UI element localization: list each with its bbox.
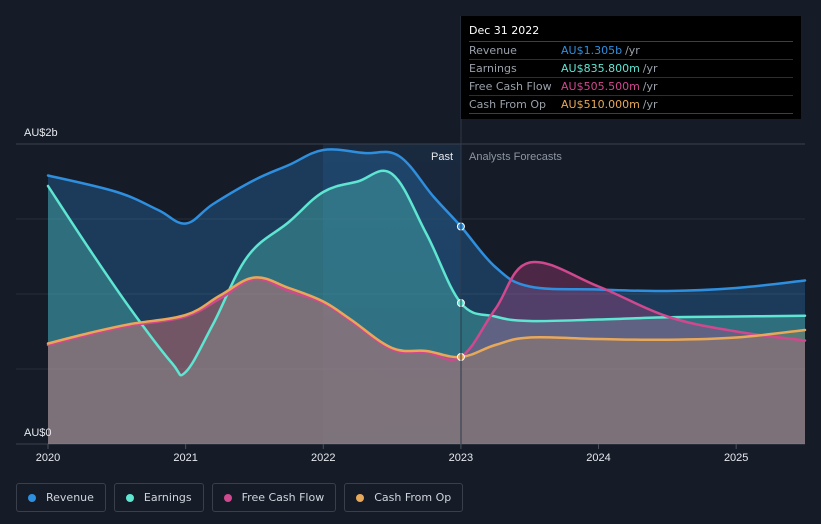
x-tick-label: 2024	[586, 452, 610, 464]
y-axis-top-label: AU$2b	[24, 127, 58, 139]
tooltip-label: Revenue	[469, 44, 517, 57]
tooltip-value: AU$505.500m	[561, 80, 640, 93]
tooltip-row-free-cash-flow: Free Cash Flow AU$505.500m /yr	[469, 78, 793, 96]
legend-dot-icon	[125, 493, 134, 502]
x-tick-label: 2025	[724, 452, 748, 464]
tooltip-row-revenue: Revenue AU$1.305b /yr	[469, 42, 793, 60]
legend-label: Free Cash Flow	[241, 491, 325, 504]
legend-label: Revenue	[46, 491, 94, 504]
series-area-revenue	[48, 149, 805, 444]
series-lines	[46, 148, 807, 377]
series-line-cash-from-op	[46, 276, 807, 359]
legend-dot-icon	[356, 493, 365, 502]
tooltip-unit: /yr	[625, 44, 640, 57]
tooltip-label: Earnings	[469, 62, 517, 75]
x-axis-ticks: 2020 2021 2022 2023 2024 2025	[36, 444, 748, 464]
legend-item-revenue[interactable]: Revenue	[16, 483, 106, 512]
tooltip-row-cash-from-op: Cash From Op AU$510.000m /yr	[469, 96, 793, 114]
tooltip-label: Cash From Op	[469, 98, 547, 111]
tooltip-unit: /yr	[642, 80, 658, 93]
legend-item-earnings[interactable]: Earnings	[113, 483, 204, 512]
tooltip-unit: /yr	[642, 62, 658, 75]
legend-dot-icon	[223, 493, 232, 502]
legend-item-cash-from-op[interactable]: Cash From Op	[344, 483, 464, 512]
series-areas	[48, 149, 805, 444]
series-line-earnings	[46, 169, 807, 377]
series-line-free-cash-flow	[46, 260, 807, 362]
tooltip-title: Dec 31 2022	[469, 24, 793, 42]
tooltip-value: AU$1.305b	[561, 44, 623, 57]
legend: Revenue Earnings Free Cash Flow Cash Fro…	[16, 483, 464, 512]
tooltip-value: AU$835.800m	[561, 62, 640, 75]
tooltip-row-earnings: Earnings AU$835.800m /yr	[469, 60, 793, 78]
legend-label: Cash From Op	[374, 491, 452, 504]
x-tick-label: 2020	[36, 452, 60, 464]
tooltip-value: AU$510.000m	[561, 98, 640, 111]
series-line-revenue	[46, 148, 807, 293]
series-area-cash-from-op	[48, 277, 805, 444]
x-tick-label: 2023	[449, 452, 473, 464]
y-axis-bottom-label: AU$0	[24, 427, 52, 439]
past-label: Past	[431, 151, 453, 163]
x-tick-label: 2022	[311, 452, 335, 464]
tooltip-unit: /yr	[642, 98, 658, 111]
tooltip-label: Free Cash Flow	[469, 80, 552, 93]
forecast-label: Analysts Forecasts	[469, 151, 562, 163]
legend-dot-icon	[28, 493, 36, 502]
x-tick-label: 2021	[173, 452, 197, 464]
grid-lines	[16, 143, 805, 445]
legend-item-free-cash-flow[interactable]: Free Cash Flow	[211, 483, 337, 512]
legend-label: Earnings	[143, 491, 192, 504]
tooltip: Dec 31 2022 Revenue AU$1.305b /yr Earnin…	[461, 16, 801, 119]
series-area-earnings	[48, 170, 805, 444]
